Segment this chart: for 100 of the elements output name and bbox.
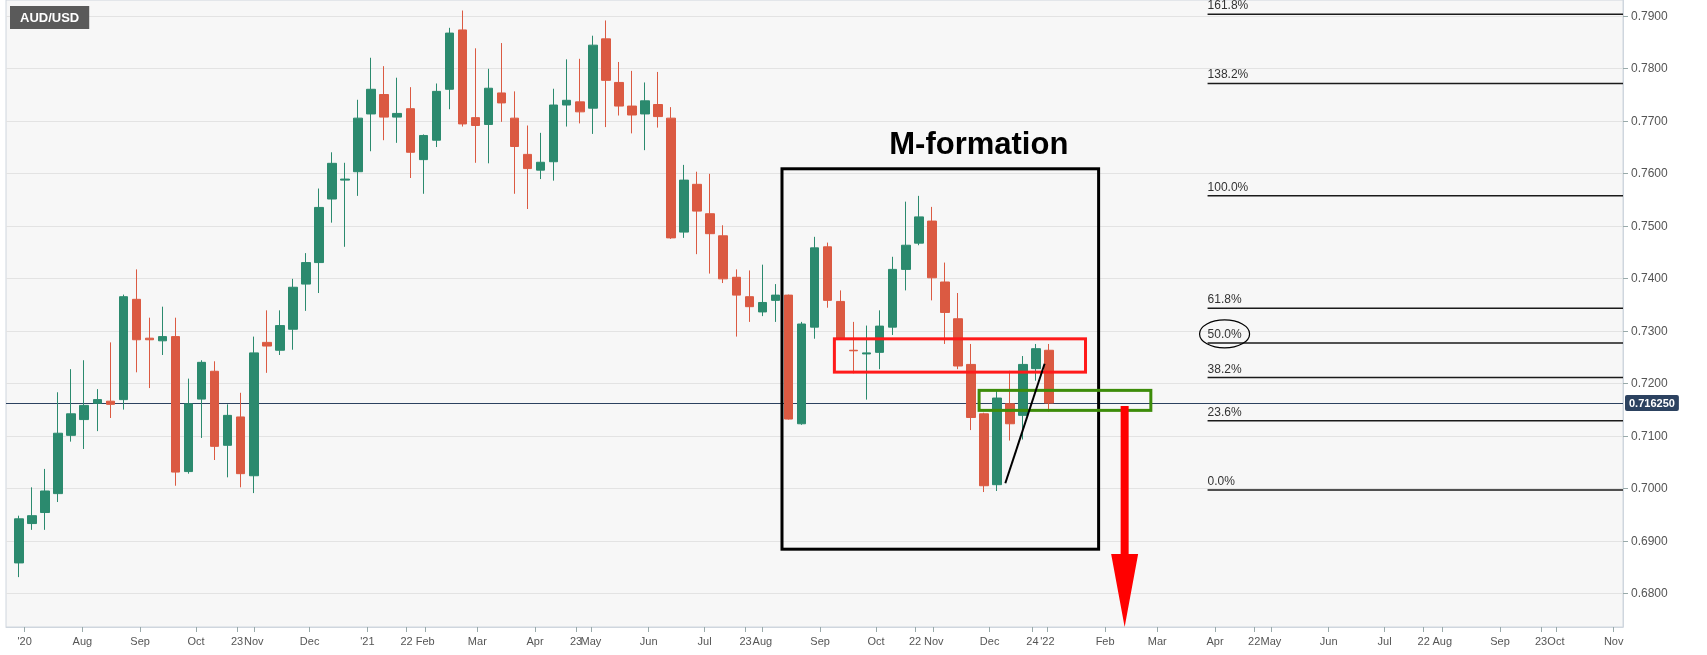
series-label: 50.0% (1207, 326, 1242, 341)
y-tick-label: 0.7200 (1631, 376, 1669, 391)
x-tick-label: Jul (697, 634, 712, 647)
x-tick-label: '22 (1040, 634, 1055, 647)
candlestick (745, 269, 754, 323)
candlestick (366, 57, 376, 152)
x-tick-label: Oct (1547, 634, 1565, 647)
x-tick-label: Aug (752, 634, 773, 647)
x-tick-label: Aug (72, 634, 93, 647)
x-tick-label: 23 (739, 634, 752, 647)
candlestick (184, 378, 193, 475)
x-tick-label: Jun (1319, 634, 1338, 647)
x-tick-label: Oct (187, 634, 205, 647)
candlestick (327, 151, 337, 224)
candlestick (914, 195, 924, 246)
y-tick-label: 0.6800 (1631, 586, 1669, 601)
candlestick (66, 368, 76, 443)
series-label: 38.2% (1207, 361, 1242, 376)
x-tick-label: '20 (17, 634, 32, 647)
candlestick (93, 388, 102, 432)
candlestick (353, 99, 363, 197)
candlestick (901, 201, 911, 291)
y-tick-label: 0.7800 (1631, 61, 1669, 76)
candlestick (262, 309, 272, 374)
candlestick (992, 389, 1002, 492)
x-tick-label: Aug (1432, 634, 1453, 647)
x-tick-label: May (580, 634, 602, 647)
candlestick (666, 106, 676, 240)
candlestick (588, 35, 598, 135)
candlestick (471, 47, 480, 164)
y-tick-label: 0.7100 (1631, 428, 1669, 443)
candlestick (718, 224, 728, 284)
x-tick-label: Oct (867, 634, 885, 647)
y-tick-label: 0.7600 (1631, 166, 1669, 181)
candlestick (875, 309, 884, 370)
series-label: 0.0% (1207, 473, 1236, 488)
y-tick-label: 0.7400 (1631, 271, 1669, 286)
series-label: 23.6% (1207, 404, 1242, 419)
y-tick-label: 0.7300 (1631, 323, 1669, 338)
x-tick-label: 22 (1417, 634, 1430, 647)
candlestick (484, 68, 493, 164)
text: AUD/USD (20, 10, 80, 25)
candlestick (171, 317, 180, 487)
candlestick (862, 325, 871, 401)
x-tick-label: Nov (923, 634, 945, 647)
candlestick (223, 403, 232, 478)
x-tick-label: '21 (360, 634, 375, 647)
candlestick (432, 83, 441, 148)
x-tick-label: 23 (230, 634, 244, 647)
candlestick (614, 61, 624, 117)
candlestick (758, 264, 767, 317)
candlestick (640, 81, 650, 151)
x-tick-label: Sep (1490, 634, 1510, 647)
candlestick (53, 391, 63, 503)
candlestick (145, 317, 154, 389)
candlestick (927, 206, 937, 301)
candlestick (953, 292, 963, 370)
x-tick-label: Apr (1206, 634, 1224, 647)
series-label: 100.0% (1207, 179, 1249, 194)
candlestick (888, 256, 897, 336)
candlestick (966, 343, 976, 431)
x-tick-label: Mar (467, 634, 488, 647)
candlestick (288, 278, 298, 351)
candlestick (653, 71, 663, 129)
candlestick (275, 309, 285, 356)
candlestick (536, 132, 545, 180)
candlestick (236, 392, 245, 488)
candlestick (979, 412, 989, 493)
candlestick (458, 10, 467, 128)
candlestick (797, 321, 806, 426)
candlestick (771, 283, 780, 323)
x-tick-label: Nov (1603, 634, 1624, 647)
y-tick-label: 0.7900 (1631, 8, 1669, 23)
candlestick (679, 164, 689, 239)
candlestick (627, 70, 637, 134)
candlestick (210, 360, 219, 461)
x-tick-label: Feb (1095, 634, 1115, 647)
candlestick (692, 171, 702, 255)
candlestick (392, 77, 402, 144)
candlestick (523, 125, 532, 210)
candlestick (445, 27, 454, 110)
x-tick-label: 24 (1026, 634, 1039, 647)
candlestick (497, 42, 506, 123)
candlestick (197, 359, 206, 439)
candlestick (510, 90, 519, 195)
x-tick-label: Feb (415, 634, 435, 647)
y-tick-label: 0.6900 (1631, 533, 1669, 548)
ref-line-label: 0.716250 (1629, 397, 1675, 410)
candlestick (406, 86, 415, 179)
x-tick-label: 22 (400, 634, 413, 647)
candlestick (340, 162, 350, 248)
y-tick-label: 0.7000 (1631, 481, 1669, 496)
candlestick (784, 294, 793, 421)
candlestick (705, 173, 715, 275)
candlestick (106, 341, 115, 419)
candlestick (562, 58, 571, 128)
series-label: 161.8% (1207, 0, 1249, 13)
candlestick (301, 252, 311, 312)
x-tick-label: 22 (908, 634, 922, 647)
candlestick (79, 359, 89, 450)
